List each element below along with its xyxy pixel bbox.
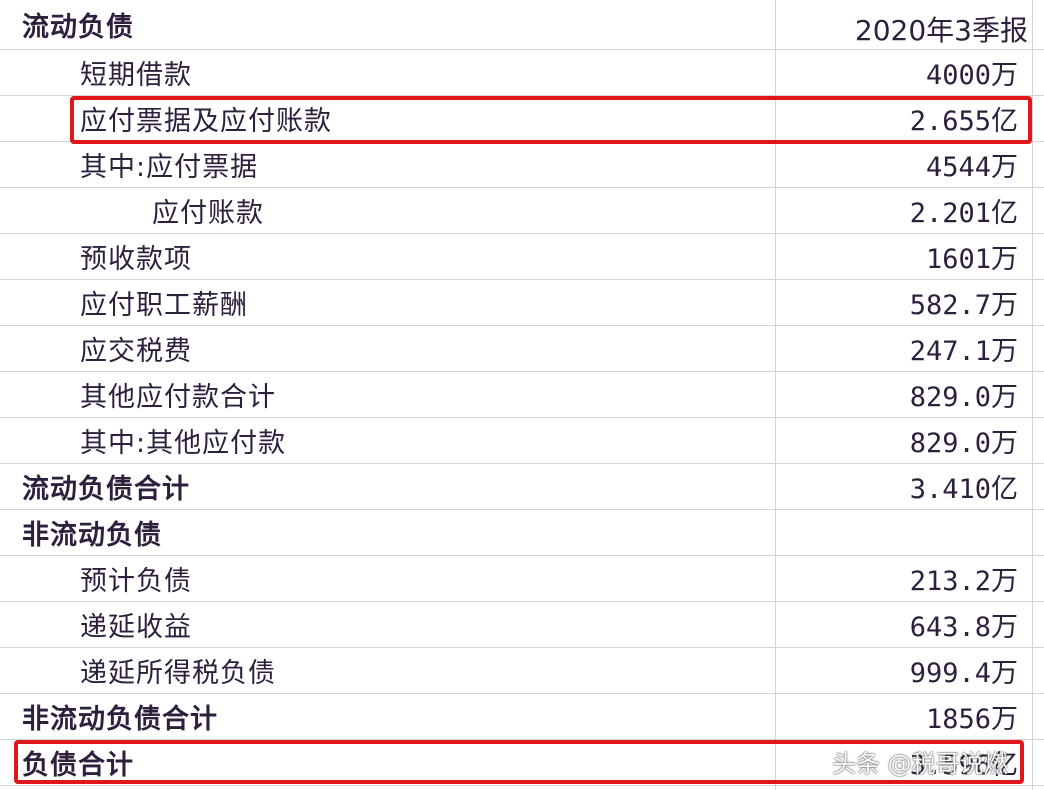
- row: 递延收益 643.8万: [0, 602, 1044, 648]
- cell: 3.596亿: [909, 750, 1018, 781]
- row: 应交税费 247.1万: [0, 326, 1044, 372]
- cell: 其中:应付票据: [80, 152, 259, 183]
- cell: 预收款项: [80, 244, 192, 275]
- cell: 643.8万: [909, 612, 1018, 643]
- cell: 非流动负债: [22, 520, 162, 551]
- cell: 1856万: [925, 704, 1018, 735]
- row: 短期借款 4000万: [0, 50, 1044, 96]
- row: 预计负债 213.2万: [0, 556, 1044, 602]
- cell: 1601万: [925, 244, 1018, 275]
- row: 流动负债 2020年3季报: [0, 0, 1044, 50]
- cell: 213.2万: [909, 566, 1018, 597]
- highlight-box: [14, 740, 1024, 784]
- row: 预收款项 1601万: [0, 234, 1044, 280]
- row: 应付账款 2.201亿: [0, 188, 1044, 234]
- cell: 3.410亿: [909, 474, 1018, 505]
- cell: 流动负债: [22, 12, 134, 43]
- row: 其中:其他应付款 829.0万: [0, 418, 1044, 464]
- row: 其中:应付票据 4544万: [0, 142, 1044, 188]
- cell: 2020年3季报: [854, 14, 1028, 47]
- highlight-box: [70, 96, 1032, 144]
- cell: 递延收益: [80, 612, 192, 643]
- cell: 2.201亿: [909, 198, 1018, 229]
- row: 负债合计 3.596亿: [0, 740, 1044, 786]
- cell: 短期借款: [80, 60, 192, 91]
- cell: 829.0万: [909, 382, 1018, 413]
- column-line: [1032, 0, 1033, 790]
- cell: 4000万: [925, 60, 1018, 91]
- row: 流动负债合计 3.410亿: [0, 464, 1044, 510]
- cell: 流动负债合计: [22, 474, 190, 505]
- cell: 递延所得税负债: [80, 658, 276, 689]
- cell: 4544万: [925, 152, 1018, 183]
- cell: 应交税费: [80, 336, 192, 367]
- cell: 应付账款: [152, 198, 264, 229]
- cell: 其中:其他应付款: [80, 428, 287, 459]
- row: 非流动负债合计 1856万: [0, 694, 1044, 740]
- column-line: [775, 0, 776, 790]
- cell: 582.7万: [909, 290, 1018, 321]
- cell: 应付票据及应付账款: [80, 106, 332, 137]
- cell: 应付职工薪酬: [80, 290, 248, 321]
- watermark: 头条 @税哥说燃: [832, 750, 1008, 778]
- cell: 预计负债: [80, 566, 192, 597]
- cell: 829.0万: [909, 428, 1018, 459]
- row: 非流动负债: [0, 510, 1044, 556]
- cell: 负债合计: [22, 750, 134, 781]
- row: 递延所得税负债 999.4万: [0, 648, 1044, 694]
- row: 其他应付款合计 829.0万: [0, 372, 1044, 418]
- cell: 2.655亿: [909, 106, 1018, 137]
- cell: 999.4万: [909, 658, 1018, 689]
- cell: 247.1万: [909, 336, 1018, 367]
- row: 应付职工薪酬 582.7万: [0, 280, 1044, 326]
- cell: 非流动负债合计: [22, 704, 218, 735]
- cell: 其他应付款合计: [80, 382, 276, 413]
